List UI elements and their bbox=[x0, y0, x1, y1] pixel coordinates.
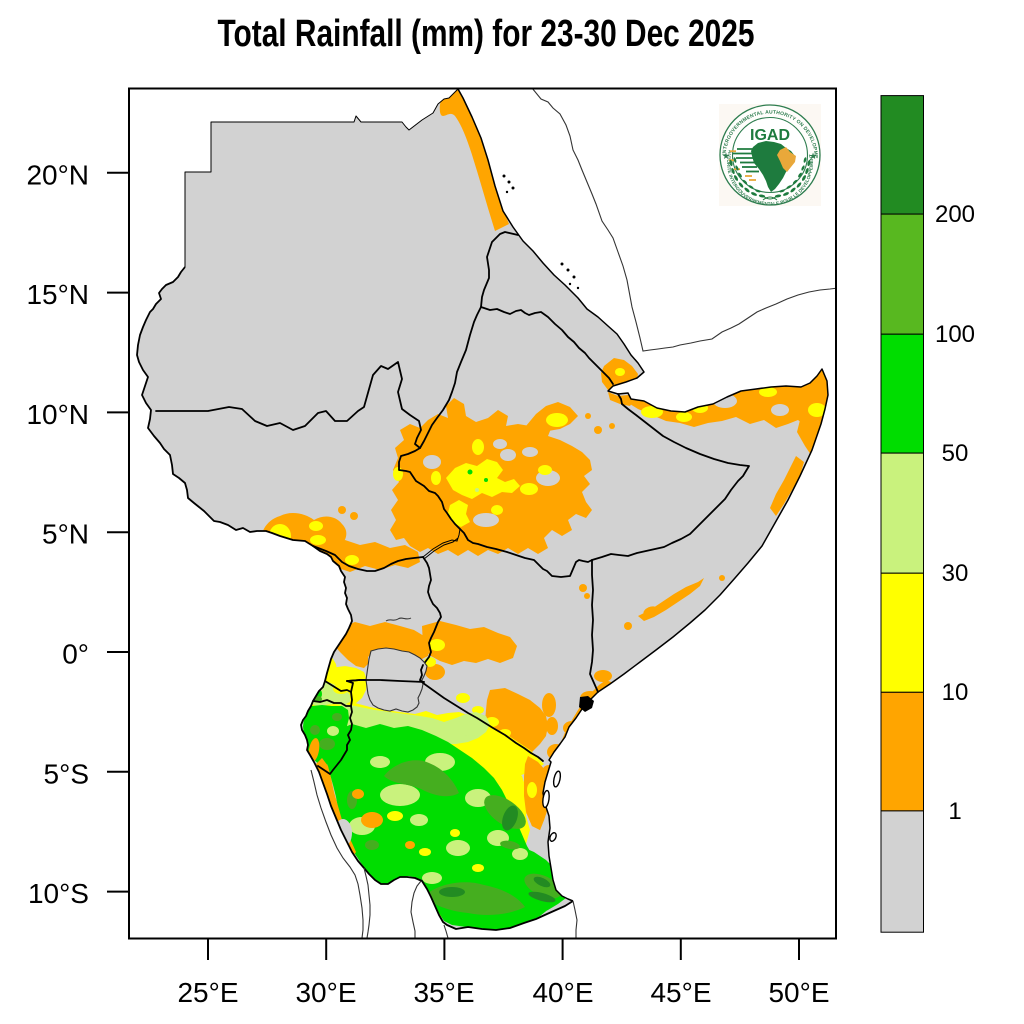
svg-text:40°E: 40°E bbox=[532, 977, 593, 1008]
svg-text:45°E: 45°E bbox=[650, 977, 711, 1008]
svg-text:10: 10 bbox=[942, 679, 969, 706]
svg-text:10°N: 10°N bbox=[26, 399, 89, 430]
svg-text:30: 30 bbox=[942, 560, 969, 587]
svg-text:20°N: 20°N bbox=[26, 159, 89, 190]
svg-text:Total Rainfall (mm) for 23-30: Total Rainfall (mm) for 23-30 Dec 2025 bbox=[218, 13, 755, 55]
svg-text:5°N: 5°N bbox=[42, 519, 89, 550]
svg-text:10°S: 10°S bbox=[28, 878, 89, 909]
svg-text:15°N: 15°N bbox=[26, 279, 89, 310]
svg-text:50: 50 bbox=[942, 440, 969, 467]
svg-text:★: ★ bbox=[722, 151, 730, 161]
svg-text:1: 1 bbox=[948, 798, 961, 825]
svg-text:0°: 0° bbox=[62, 639, 89, 670]
svg-text:100: 100 bbox=[935, 321, 975, 348]
svg-text:★: ★ bbox=[809, 151, 817, 161]
svg-text:5°S: 5°S bbox=[44, 758, 89, 789]
svg-text:200: 200 bbox=[935, 201, 975, 228]
svg-text:50°E: 50°E bbox=[768, 977, 829, 1008]
svg-text:30°E: 30°E bbox=[295, 977, 356, 1008]
svg-text:IGAD: IGAD bbox=[750, 127, 790, 144]
svg-text:25°E: 25°E bbox=[177, 977, 238, 1008]
svg-text:35°E: 35°E bbox=[413, 977, 474, 1008]
